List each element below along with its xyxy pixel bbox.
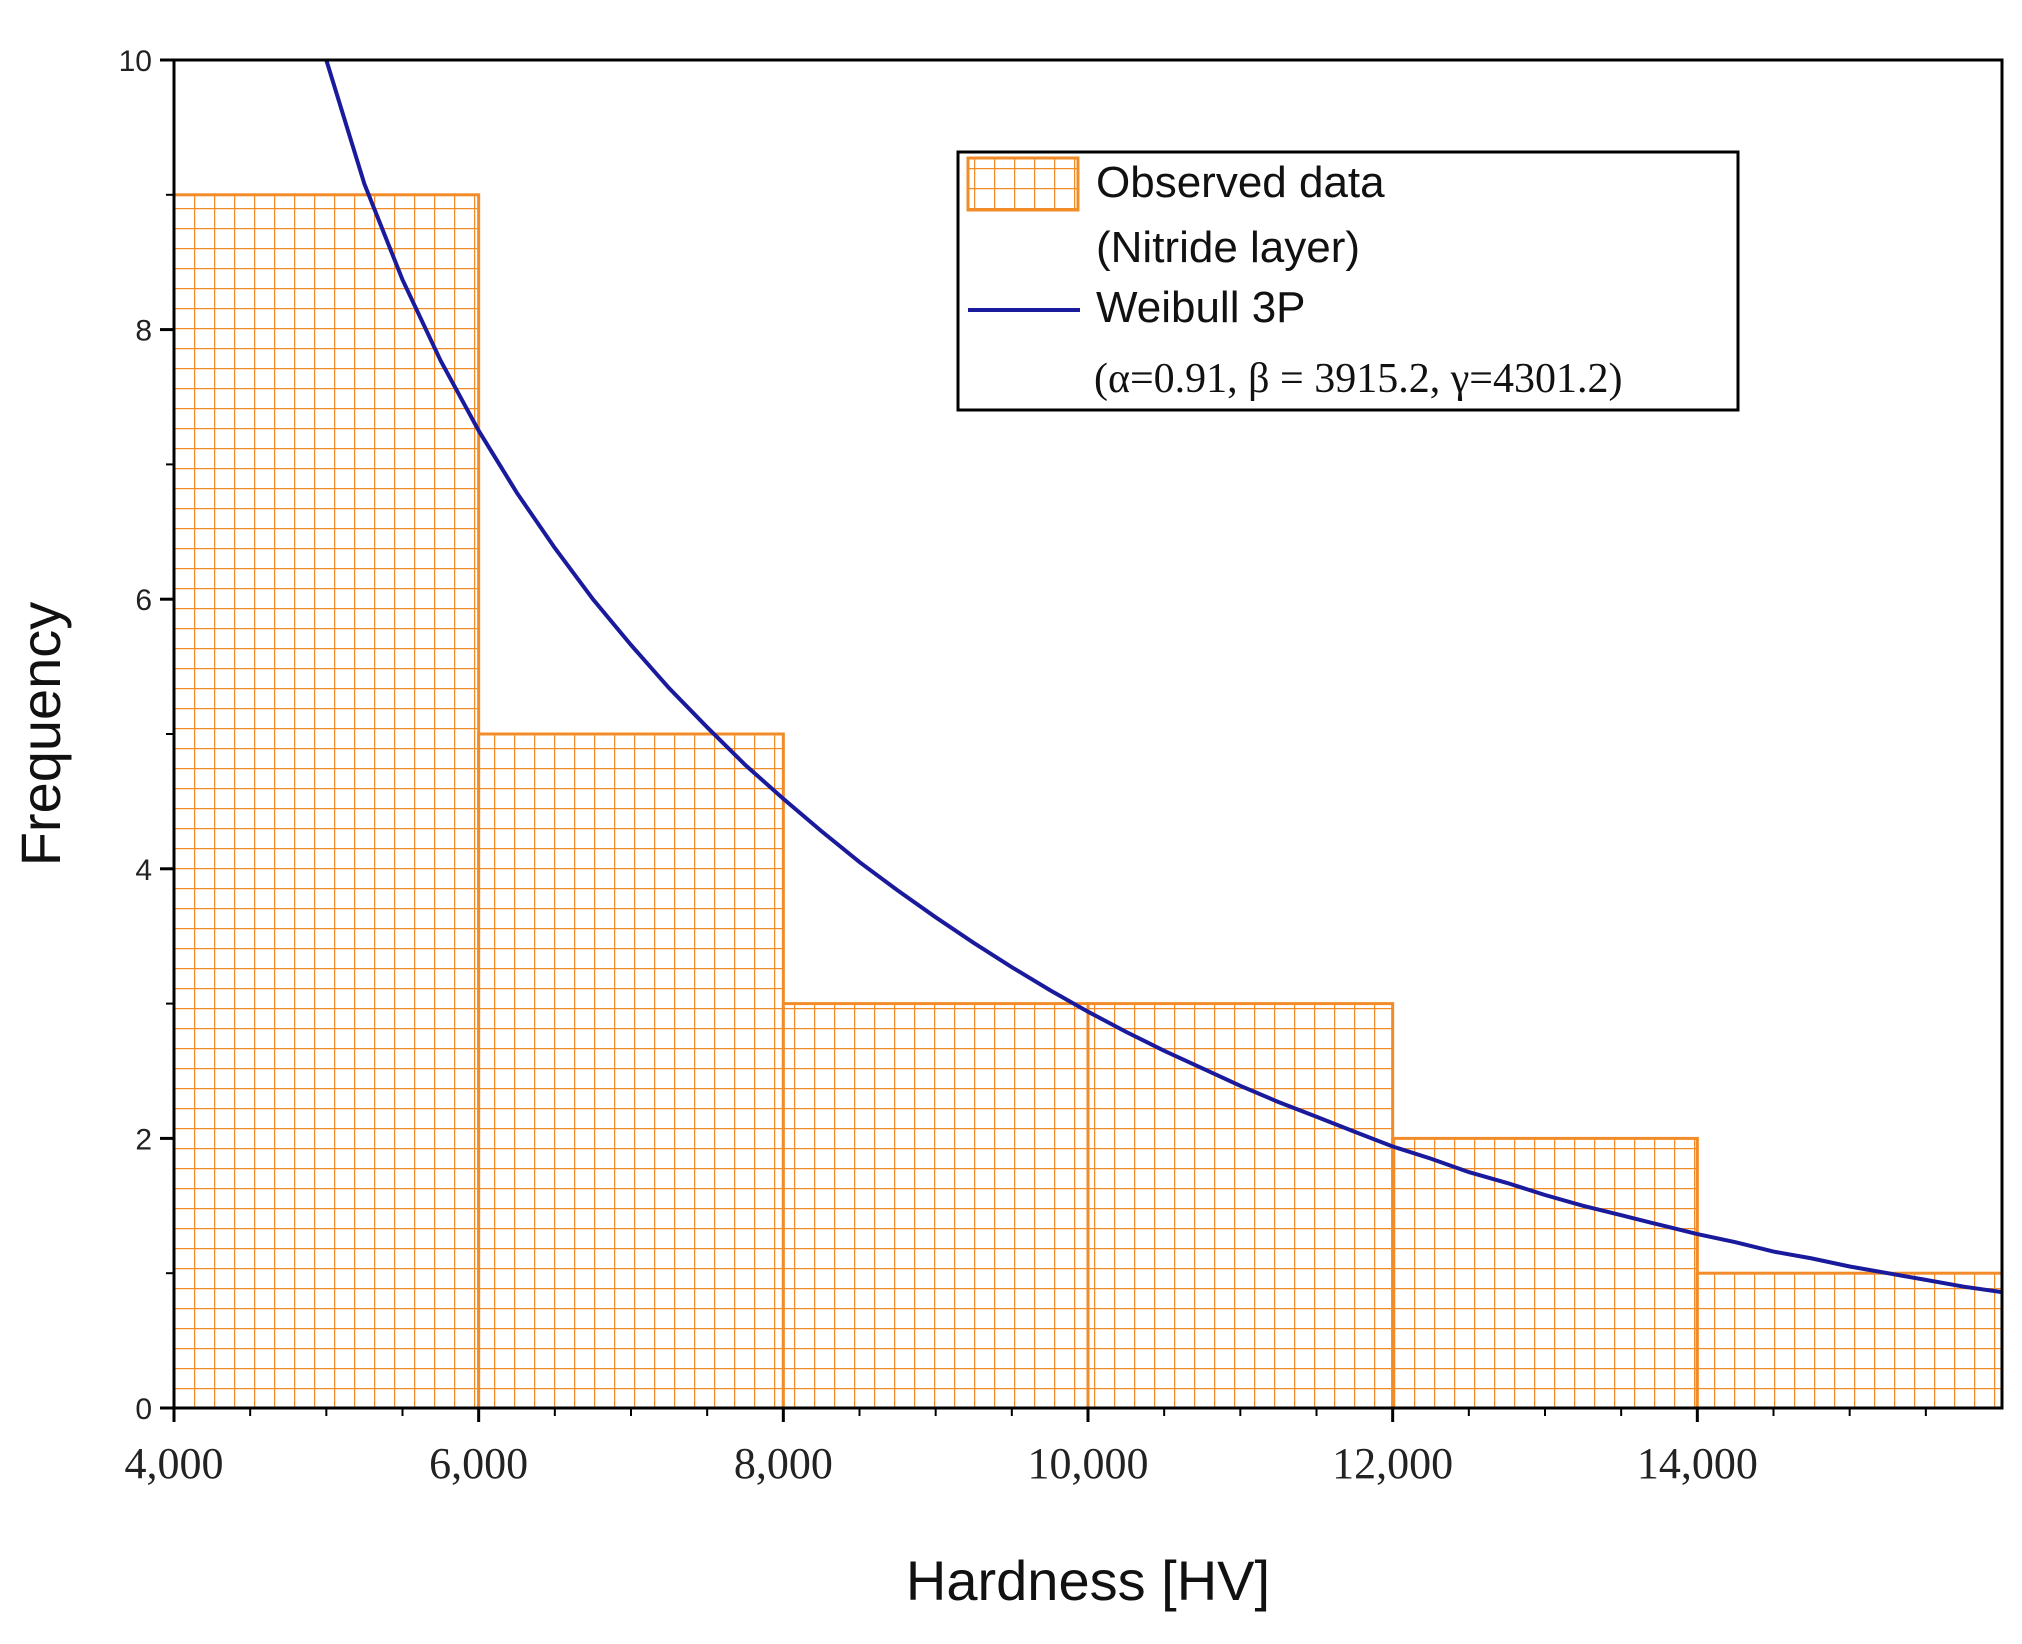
y-tick-label: 0 [135, 1393, 152, 1426]
histogram-bar-3 [1086, 1002, 1395, 1410]
weibull-curve [324, 60, 2002, 1295]
x-tick-label: 6,000 [429, 1439, 528, 1488]
legend-sublabel-observed: (Nitride layer) [1096, 223, 1360, 272]
histogram-bar-2 [781, 1002, 1090, 1410]
y-tick-label: 8 [135, 315, 152, 348]
x-tick-label: 8,000 [734, 1439, 833, 1488]
histogram-bar-1 [477, 732, 785, 1410]
y-tick-label: 4 [135, 854, 152, 887]
x-tick-label: 14,000 [1637, 1439, 1758, 1488]
y-tick-label: 6 [135, 584, 152, 617]
x-tick-label: 10,000 [1028, 1439, 1149, 1488]
histogram-bar-4 [1391, 1136, 1699, 1410]
legend-label-weibull: Weibull 3P [1096, 283, 1306, 332]
x-tick-label: 12,000 [1332, 1439, 1453, 1488]
y-axis-ticks: 0 2 4 6 8 10 [119, 45, 174, 1426]
x-tick-label: 4,000 [125, 1439, 224, 1488]
y-axis-title: Frequency [9, 602, 72, 867]
x-axis-ticks: 4,000 6,000 8,000 10,000 12,000 14,000 [125, 1408, 1927, 1488]
weibull-curve-layer [324, 60, 2002, 1295]
histogram-bar-5 [1695, 1271, 2004, 1410]
y-tick-label: 2 [135, 1123, 152, 1156]
legend-label-observed: Observed data [1096, 158, 1385, 207]
histogram-bar-0 [172, 193, 481, 1410]
legend-swatch-observed [966, 156, 1080, 212]
y-tick-label: 10 [119, 45, 152, 78]
x-axis-title: Hardness [HV] [906, 1549, 1270, 1612]
histogram-bars [172, 193, 2004, 1410]
legend-sublabel-weibull: (α=0.91, β = 3915.2, γ=4301.2) [1094, 356, 1622, 402]
legend: Observed data (Nitride layer) Weibull 3P… [956, 150, 1740, 412]
legend-box [956, 150, 1740, 412]
